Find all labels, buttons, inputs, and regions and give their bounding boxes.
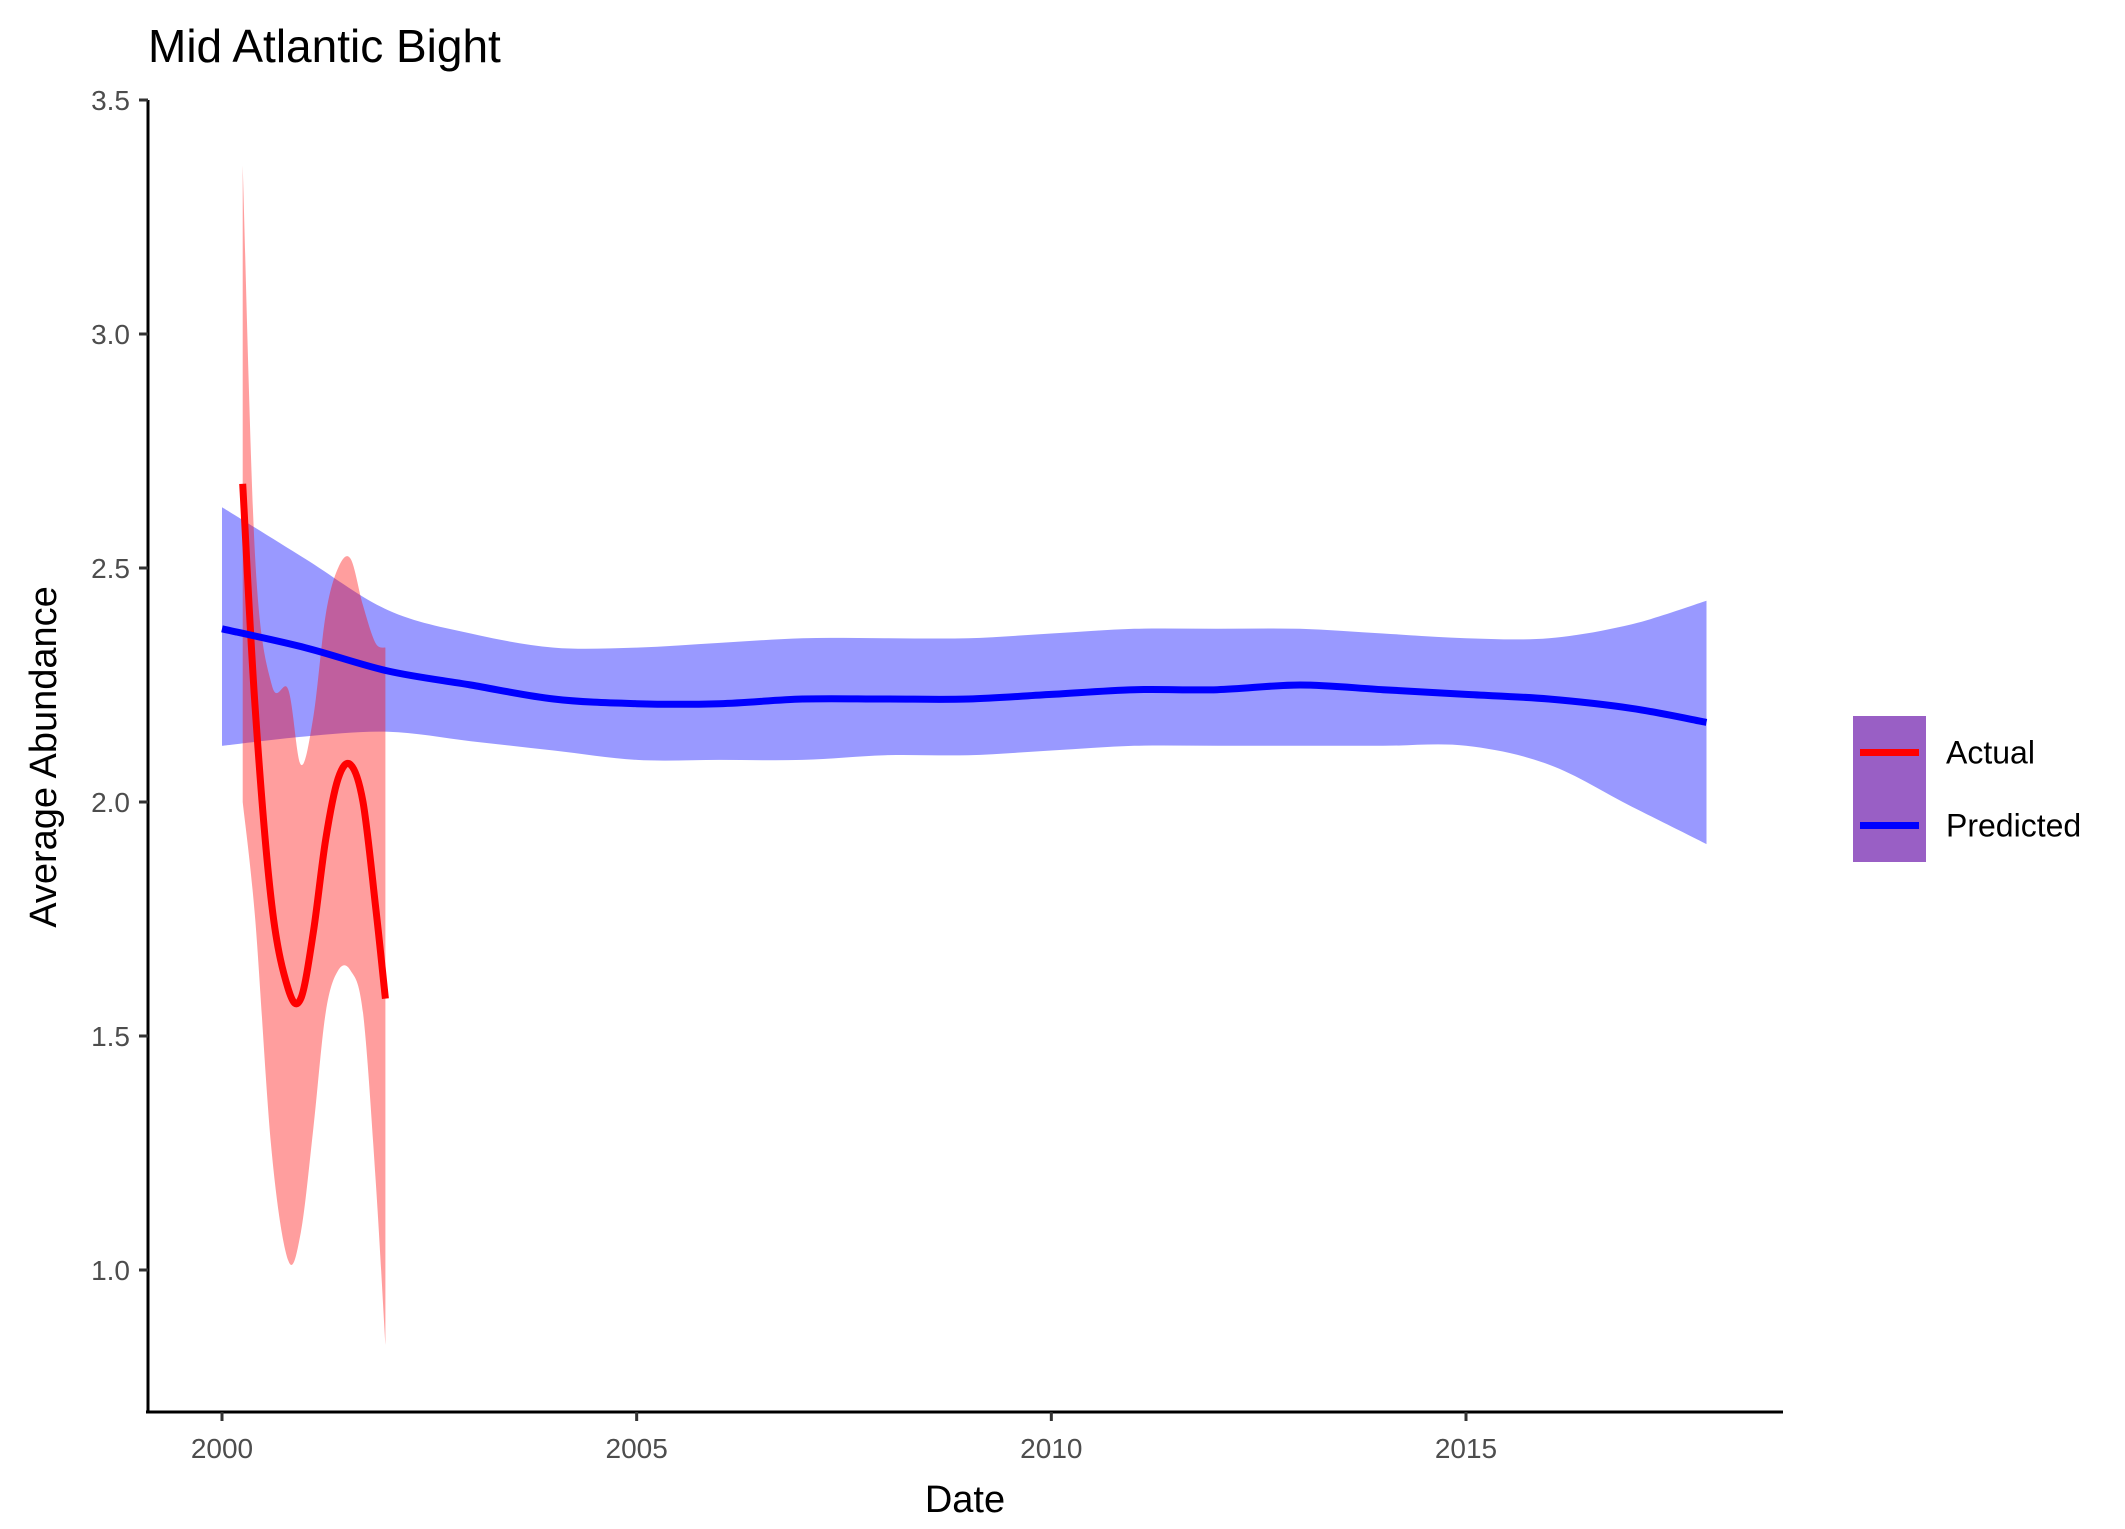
chart-title: Mid Atlantic Bight [148,20,501,72]
y-tick-label: 2.0 [91,787,130,818]
legend-label-actual: Actual [1946,735,2035,771]
x-tick-label: 2010 [1020,1433,1082,1464]
x-axis-ticks: 2000 2005 2010 2015 [191,1412,1497,1464]
y-tick-label: 3.5 [91,85,130,116]
x-tick-label: 2015 [1435,1433,1497,1464]
legend-label-predicted: Predicted [1946,808,2081,844]
band-predicted [222,507,1707,845]
y-axis-ticks: 1.0 1.5 2.0 2.5 3.0 3.5 [91,85,148,1286]
y-tick-label: 3.0 [91,319,130,350]
confidence-bands [222,165,1707,1345]
y-tick-label: 1.5 [91,1021,130,1052]
x-axis-title: Date [925,1479,1005,1521]
y-tick-label: 2.5 [91,553,130,584]
line-actual [239,483,389,1008]
band-actual [242,165,386,1345]
x-tick-label: 2005 [606,1433,668,1464]
y-axis-title: Average Abundance [23,586,65,928]
y-tick-label: 1.0 [91,1255,130,1286]
x-tick-label: 2000 [191,1433,253,1464]
line-predicted [221,625,1708,726]
series-lines [221,483,1708,1008]
legend: Actual Predicted [1853,716,2081,862]
